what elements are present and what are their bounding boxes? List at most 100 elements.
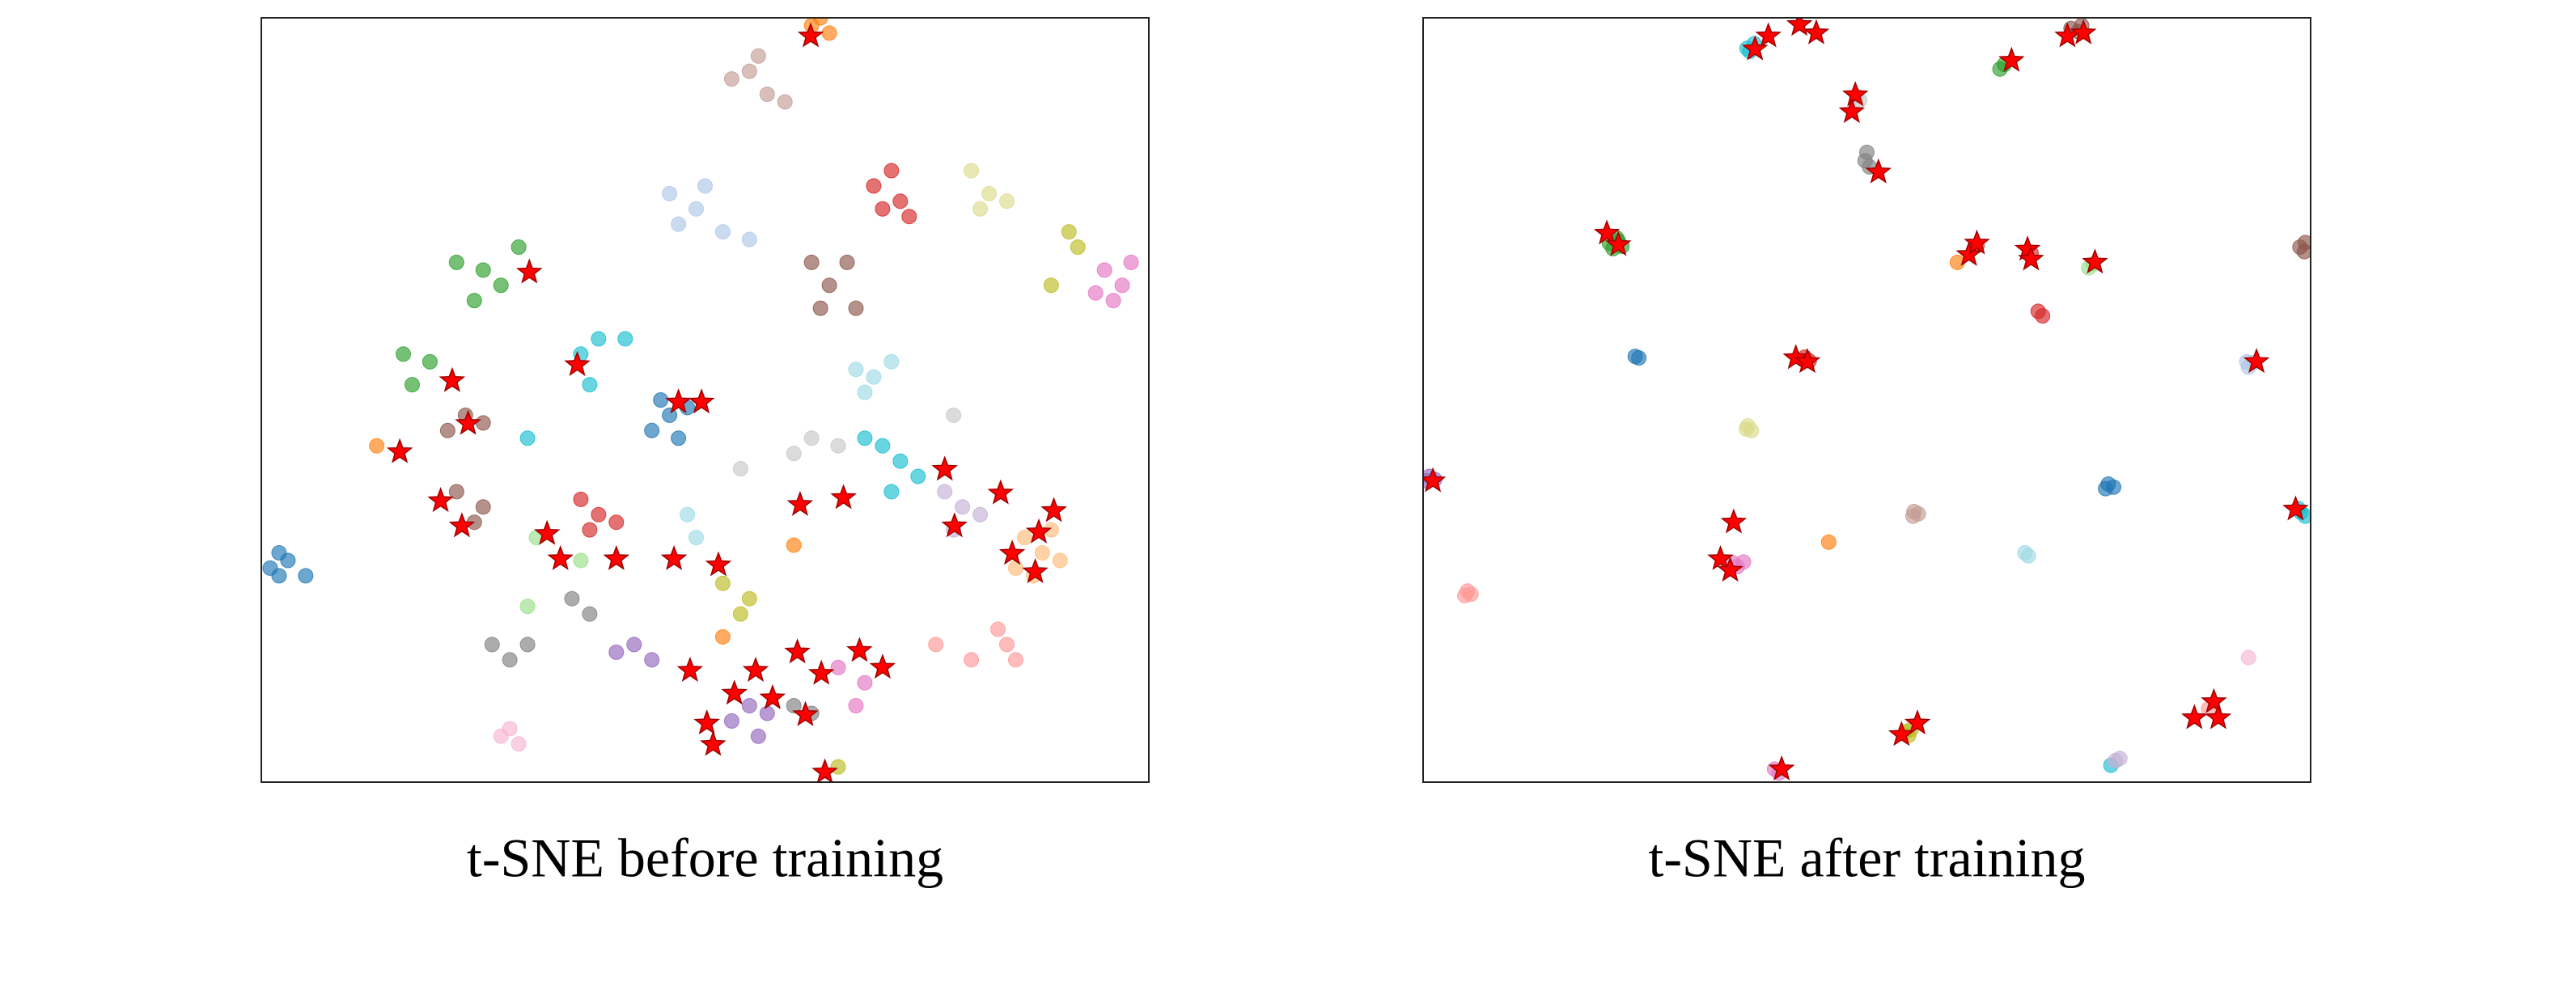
- scatter-point: [697, 178, 713, 194]
- scatter-point: [582, 377, 598, 393]
- star-point: [1717, 556, 1743, 582]
- star-point: [987, 479, 1015, 505]
- scatter-point: [519, 430, 536, 446]
- scatter-point: [812, 18, 828, 26]
- star-point: [931, 455, 959, 481]
- scatter-point: [608, 514, 625, 531]
- star-point: [533, 519, 561, 545]
- scatter-point: [830, 438, 846, 454]
- plot-frame: [261, 17, 1150, 783]
- caption: t-SNE before training: [467, 827, 943, 889]
- scatter-point: [493, 728, 509, 744]
- scatter-point: [448, 254, 464, 270]
- scatter-point: [972, 506, 989, 522]
- star-point: [797, 22, 824, 48]
- star-point: [564, 350, 591, 376]
- star-point: [1904, 709, 1931, 735]
- star-point: [2282, 495, 2309, 521]
- scatter-point: [714, 628, 731, 645]
- star-point: [1841, 81, 1869, 107]
- scatter-point: [981, 185, 998, 201]
- scatter-point: [1016, 530, 1032, 546]
- star-point: [700, 730, 727, 756]
- star-point: [660, 544, 688, 570]
- scatter-point: [928, 637, 944, 653]
- scatter-point: [955, 499, 971, 515]
- scatter-point: [892, 453, 909, 469]
- star-point: [603, 544, 630, 570]
- star-point: [676, 656, 704, 682]
- scatter-point: [937, 484, 953, 500]
- plot-background: [1423, 18, 2311, 782]
- scatter-point: [511, 239, 527, 255]
- scatter-point: [1820, 534, 1837, 550]
- star-point: [705, 551, 732, 577]
- star-point: [2018, 245, 2044, 271]
- plot-frame: [1422, 17, 2311, 783]
- star-point: [427, 487, 454, 513]
- scatter-point: [671, 430, 687, 446]
- scatter-point: [964, 163, 980, 179]
- scatter-point: [901, 209, 917, 225]
- scatter-point: [848, 362, 864, 378]
- scatter-point: [848, 300, 864, 316]
- scatter-point: [1105, 293, 1121, 309]
- star-point: [1782, 344, 1810, 370]
- scatter-point: [964, 652, 980, 668]
- star-point: [1768, 755, 1795, 781]
- star-point: [869, 654, 896, 679]
- scatter-point: [750, 48, 766, 64]
- scatter-point: [2035, 308, 2051, 324]
- scatter-point: [671, 216, 687, 232]
- scatter-point: [714, 224, 731, 240]
- scatter-point: [662, 185, 678, 201]
- scatter-point: [439, 422, 455, 438]
- star-point: [1964, 229, 1990, 255]
- star-point: [784, 638, 811, 664]
- scatter-point: [857, 384, 873, 400]
- star-point: [2070, 19, 2097, 44]
- scatter-point: [741, 63, 757, 79]
- scatter-point: [883, 163, 900, 179]
- scatter-point: [732, 461, 748, 477]
- scatter-point: [848, 698, 864, 713]
- scatter-point: [1007, 560, 1023, 576]
- scatter-point: [1087, 285, 1104, 301]
- scatter-point: [2098, 480, 2114, 497]
- scatter-point: [502, 652, 518, 668]
- scatter-point: [946, 407, 962, 423]
- star-point: [2201, 688, 2227, 713]
- star-point: [1593, 219, 1621, 245]
- scatter-point: [1061, 224, 1077, 240]
- star-point: [941, 512, 968, 538]
- star-point: [386, 438, 413, 463]
- star-point: [721, 679, 748, 705]
- scatter-point: [786, 537, 802, 553]
- scatter-point: [422, 353, 438, 370]
- scatter-point: [875, 201, 891, 217]
- plot-area: [262, 18, 1139, 782]
- scatter-point: [1070, 239, 1086, 255]
- scatter-point: [1905, 508, 1921, 524]
- scatter-point: [1043, 277, 1059, 294]
- scatter-point: [866, 178, 882, 194]
- scatter-point: [839, 254, 855, 270]
- scatter-point: [2020, 548, 2036, 564]
- scatter-point: [1123, 254, 1139, 270]
- star-point: [2082, 248, 2108, 274]
- scatter-point: [821, 277, 837, 294]
- scatter-point: [448, 484, 464, 500]
- star-point: [786, 490, 814, 516]
- scatter-point: [271, 568, 287, 584]
- scatter-point: [1096, 262, 1112, 278]
- star-point: [515, 258, 543, 284]
- scatter-point: [1740, 418, 1756, 434]
- star-point: [998, 539, 1026, 565]
- star-point: [759, 683, 786, 709]
- scatter-point: [2296, 243, 2311, 260]
- scatter-point: [617, 331, 633, 347]
- scatter-point: [680, 506, 696, 522]
- scatter-point: [298, 568, 314, 584]
- star-point: [1707, 544, 1734, 570]
